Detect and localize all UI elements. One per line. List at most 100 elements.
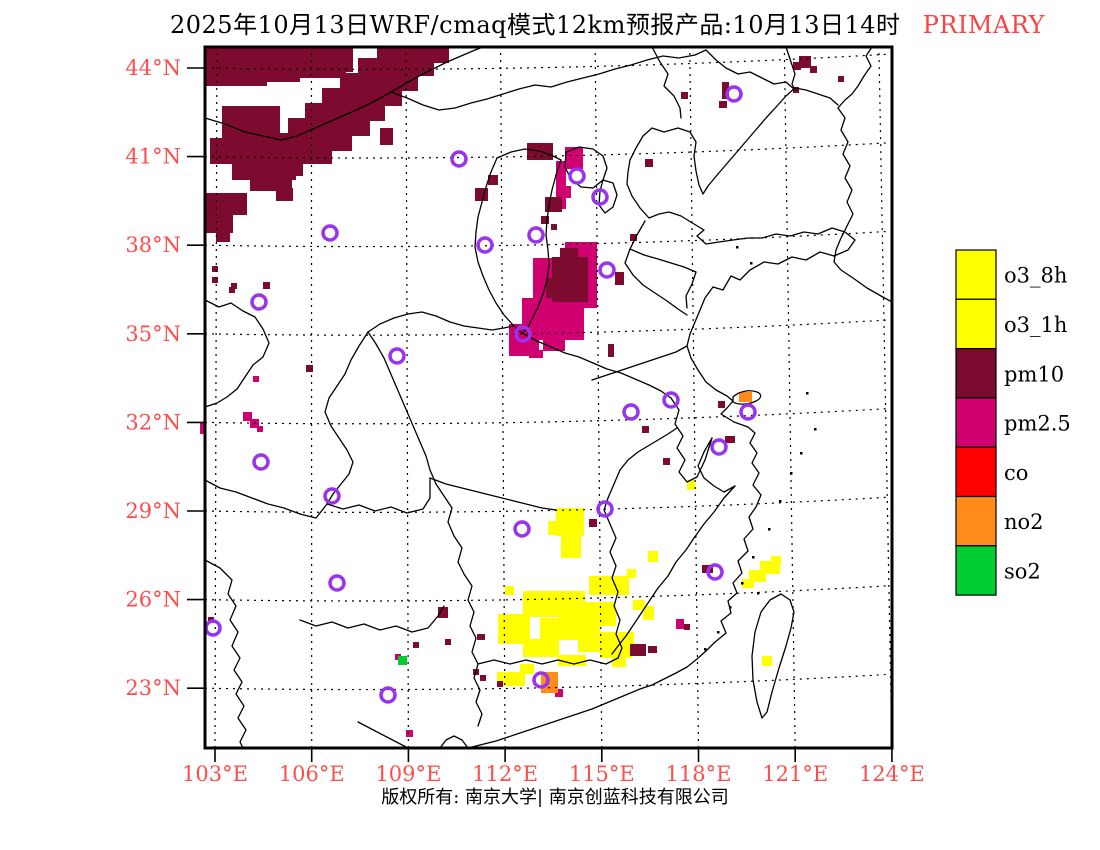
pollutant-cell-o3 <box>627 569 636 578</box>
page-title: 2025年10月13日WRF/cmaq模式12km预报产品:10月13日14时 … <box>170 11 1046 39</box>
city-marker <box>710 438 728 456</box>
lat-tick-label: 35°N <box>125 322 181 346</box>
pollutant-cell-pm10 <box>216 231 230 242</box>
pollutant-cell-no2 <box>739 392 752 402</box>
city-marker <box>596 500 614 518</box>
meridian-gridline <box>405 46 409 749</box>
parallel-gridline <box>204 53 893 70</box>
province-boundary <box>670 397 713 483</box>
pollutant-cell-pm10 <box>648 646 657 653</box>
city-marker <box>706 563 724 581</box>
pollutant-cell-no2 <box>541 672 558 693</box>
pollutant-cell-pm10 <box>722 82 729 99</box>
province-boundary <box>439 735 469 749</box>
island-dot <box>814 428 817 431</box>
province-boundary <box>697 437 736 493</box>
pollutant-cell-pm25 <box>253 376 259 382</box>
pollutant-cell-pm10 <box>306 365 313 372</box>
pollutant-cell-pm25 <box>565 147 583 169</box>
island-dot <box>750 262 753 265</box>
island-dot <box>717 631 720 634</box>
pollutant-cells-layer <box>200 47 844 737</box>
pollutant-cell-pm10 <box>684 624 690 630</box>
map-frame <box>203 45 894 750</box>
pollutant-cell-pm25 <box>562 186 571 198</box>
city-marker <box>321 224 339 242</box>
pollutant-cell-pm25 <box>243 412 252 421</box>
legend-swatch-co <box>955 446 997 498</box>
parallel-gridline <box>204 585 893 602</box>
meridian-gridline <box>878 46 893 749</box>
island-dot <box>736 246 739 249</box>
parallel-gridline <box>204 142 893 159</box>
pollutant-cell-pm10 <box>545 197 562 212</box>
city-marker <box>725 85 743 103</box>
city-marker <box>739 403 757 421</box>
lon-tick-label: 124°E <box>859 762 925 786</box>
pollutant-cell-pm10 <box>212 277 218 283</box>
province-boundary <box>785 46 796 91</box>
pollutant-cell-pm10 <box>298 64 346 78</box>
city-marker <box>622 403 640 421</box>
city-marker <box>532 671 550 689</box>
pollutant-cell-pm10 <box>340 73 418 91</box>
city-marker <box>513 520 531 538</box>
province-boundary <box>324 331 369 505</box>
province-boundary <box>462 87 856 749</box>
pollutant-cell-so2 <box>398 656 407 665</box>
pollutant-cell-pm10 <box>263 282 270 289</box>
pollutant-cell-pm10 <box>212 266 218 272</box>
pollutant-cell-pm10 <box>615 272 624 285</box>
pollutant-cell-pm25 <box>529 350 543 358</box>
pollutant-cell-pm10 <box>497 681 503 687</box>
city-marker <box>323 487 341 505</box>
city-marker <box>568 167 586 185</box>
lon-tick-label: 106°E <box>279 762 345 786</box>
pollutant-cell-pm10 <box>205 193 247 215</box>
province-boundary <box>204 299 270 408</box>
province-boundary <box>429 477 557 511</box>
province-boundary <box>367 311 514 333</box>
city-marker <box>379 686 397 704</box>
legend-label-no2: no2 <box>1004 510 1044 534</box>
island-dot <box>729 606 732 609</box>
lon-tick-label: 103°E <box>182 762 248 786</box>
pollutant-cell-o3 <box>643 606 654 620</box>
province-boundary <box>837 46 873 109</box>
pollutant-cell-o3 <box>556 508 584 536</box>
pollutant-cell-pm10 <box>541 216 549 224</box>
province-boundary <box>357 721 409 749</box>
island-dot <box>704 648 707 651</box>
pollutant-cell-pm10 <box>480 675 486 681</box>
lat-tick-label: 32°N <box>125 410 181 434</box>
pollutant-cell-pm10 <box>210 138 288 164</box>
pollutant-cell-pm10 <box>358 58 434 76</box>
pollutant-cell-pm10 <box>681 92 688 99</box>
pollutant-cell-pm10 <box>642 426 649 433</box>
pollutant-cell-pm10 <box>229 287 235 293</box>
pollutant-cell-pm10 <box>630 234 637 241</box>
pollutant-cell-pm10 <box>488 175 498 185</box>
legend-swatch-so2 <box>955 545 997 596</box>
province-boundary <box>326 477 431 514</box>
pollutant-cell-pm10 <box>231 283 237 289</box>
province-boundary <box>477 657 619 665</box>
pollutant-cell-o3 <box>589 576 629 595</box>
province-boundary <box>521 332 672 399</box>
pollutant-cell-o3 <box>520 664 534 674</box>
pollutant-cell-pm10 <box>250 178 292 191</box>
city-marker <box>250 293 268 311</box>
city-marker <box>204 619 222 637</box>
pollutant-cell-o3 <box>633 600 645 610</box>
province-boundary <box>204 46 484 141</box>
city-marker <box>252 453 270 471</box>
pollutant-cell-pm10 <box>322 88 402 106</box>
province-boundary <box>591 345 688 381</box>
meridian-gridline <box>783 46 796 749</box>
lat-tick-label: 38°N <box>125 233 181 257</box>
pollutant-cell-pm10 <box>445 639 451 645</box>
pollutant-cell-pm25 <box>676 619 684 629</box>
lon-tick-label: 115°E <box>569 762 635 786</box>
pollutant-cell-pm10 <box>546 278 564 298</box>
